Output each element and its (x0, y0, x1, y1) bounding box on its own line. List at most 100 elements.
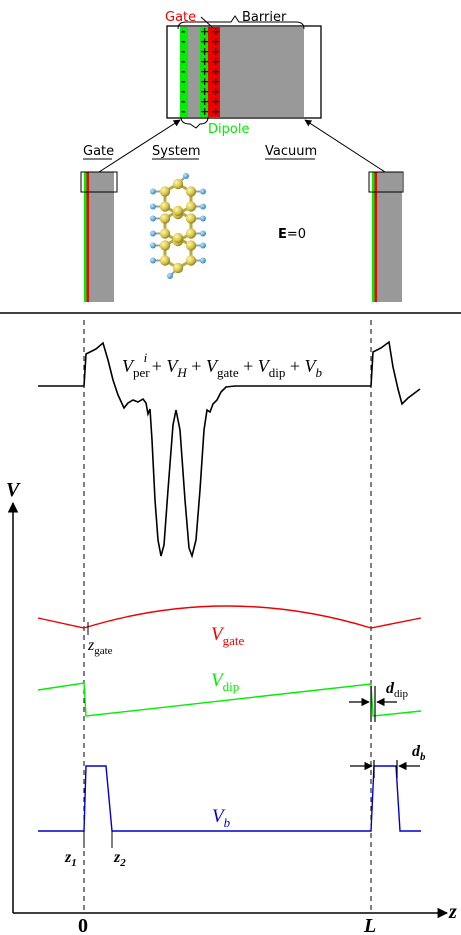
z1-label: z1 (64, 849, 77, 869)
hydrogen-atom (167, 273, 173, 279)
field-symbol: E (278, 227, 287, 242)
plus-signs: + ++ ++ ++ ++ ++ ++ ++ ++ + (200, 25, 220, 118)
tick-zero-label: 0 (78, 915, 88, 935)
plus-sign: + (211, 55, 220, 68)
hydrogen-atom (150, 215, 157, 222)
carbon-atom (159, 240, 171, 251)
minus-sign: - (181, 85, 186, 98)
v-dip-curve (37, 682, 422, 717)
minus-sign: - (181, 35, 186, 48)
plus-sign: + (211, 35, 220, 48)
zoom-dipole-right (200, 27, 208, 117)
hydrogen-atom (199, 257, 206, 264)
right-zoom-arrow (304, 119, 386, 173)
v-gate-curve (37, 605, 422, 629)
plus-sign: + (200, 105, 209, 118)
z2-label: z2 (113, 849, 126, 869)
field-label: E=0 (278, 227, 306, 242)
molecule-system (150, 173, 206, 279)
dipole-brace (180, 116, 209, 129)
d-b-label: db (412, 743, 426, 763)
carbon-atom (185, 228, 197, 239)
total-potential-label: Vperi + VH + Vgate + Vdip + Vb (122, 350, 323, 380)
plus-sign: + (211, 85, 220, 98)
carbon-atom (159, 186, 171, 197)
x-axis-label: z (448, 901, 457, 923)
zoom-dipole-left (180, 27, 188, 117)
zoom-barrier (220, 27, 304, 117)
carbon-atom (159, 201, 171, 212)
carbon-atom (185, 240, 197, 251)
barrier-brace (177, 15, 305, 30)
minus-sign: - (181, 65, 186, 78)
carbon-atom (185, 201, 197, 212)
y-axis-label: V (6, 479, 21, 501)
hydrogen-atom (183, 173, 189, 179)
left-zoom-arrow (98, 119, 181, 173)
plus-sign: + (211, 45, 220, 58)
hydrogen-atom (150, 257, 157, 264)
carbon-atom (185, 186, 197, 197)
axes: V z 0 L (6, 479, 457, 935)
system-column-label: System (152, 144, 200, 159)
plus-sign: + (211, 75, 220, 88)
hydrogen-atom (199, 215, 206, 222)
plus-sign: + (200, 85, 209, 98)
left-gate-slab (80, 171, 118, 302)
zoom-gray (188, 27, 200, 117)
carbon-atom (172, 232, 184, 244)
dipole-zoom-label: Dipole (208, 122, 249, 137)
field-value: =0 (287, 227, 306, 242)
hydrogen-atom (150, 230, 157, 237)
left-zoom-box (80, 171, 118, 193)
v-dip-label: Vdip (211, 670, 239, 694)
hydrogen-atom (199, 203, 206, 210)
gate-column-label: Gate (83, 144, 114, 159)
zoom-pointer-arrows (98, 119, 386, 173)
z-gate-label: zgate (87, 637, 113, 657)
barrier-zoom-label: Barrier (242, 10, 287, 25)
carbon-atom (159, 213, 171, 224)
hydrogen-atom (199, 188, 206, 195)
plus-sign: + (211, 95, 220, 108)
carbon-atom (159, 228, 171, 239)
carbon-atom (172, 178, 184, 190)
tick-L-label: L (363, 915, 376, 935)
minus-sign: - (181, 105, 186, 118)
minus-sign: - (181, 25, 186, 38)
zoom-white-left (168, 27, 180, 117)
v-b-label: Vb (212, 806, 231, 830)
zoom-inset: --------- + ++ ++ ++ ++ ++ ++ ++ ++ + Gate Barrie… (165, 10, 322, 137)
plus-sign: + (200, 35, 209, 48)
gate-zoom-label: Gate (165, 10, 196, 25)
hydrogen-atom (150, 242, 157, 249)
minus-sign: - (181, 55, 186, 68)
carbon-atom (185, 213, 197, 224)
plus-sign: + (211, 65, 220, 78)
hydrogen-atom (150, 188, 157, 195)
v-gate-label: Vgate (211, 624, 244, 648)
minus-signs: --------- (181, 25, 186, 118)
plus-sign: + (200, 75, 209, 88)
carbon-atom (159, 255, 171, 266)
carbon-atom (185, 255, 197, 266)
right-zoom-box (368, 171, 404, 193)
plus-sign: + (200, 55, 209, 68)
minus-sign: - (181, 45, 186, 58)
total-potential-curve (38, 340, 421, 559)
vacuum-column-label: Vacuum (265, 144, 317, 159)
hydrogen-atom (199, 230, 206, 237)
d-dip-label: ddip (386, 680, 409, 700)
right-vacuum-slab (368, 171, 404, 302)
hydrogen-atom (199, 242, 206, 249)
plus-sign: + (200, 45, 209, 58)
plus-sign: + (211, 25, 220, 38)
column-labels: Gate System Vacuum (83, 144, 317, 160)
hydrogen-atom (150, 203, 157, 210)
plus-sign: + (200, 95, 209, 108)
v-b-curve (38, 765, 421, 832)
carbon-atom (172, 205, 184, 217)
carbon-atom (172, 262, 184, 274)
plus-sign: + (211, 105, 220, 118)
